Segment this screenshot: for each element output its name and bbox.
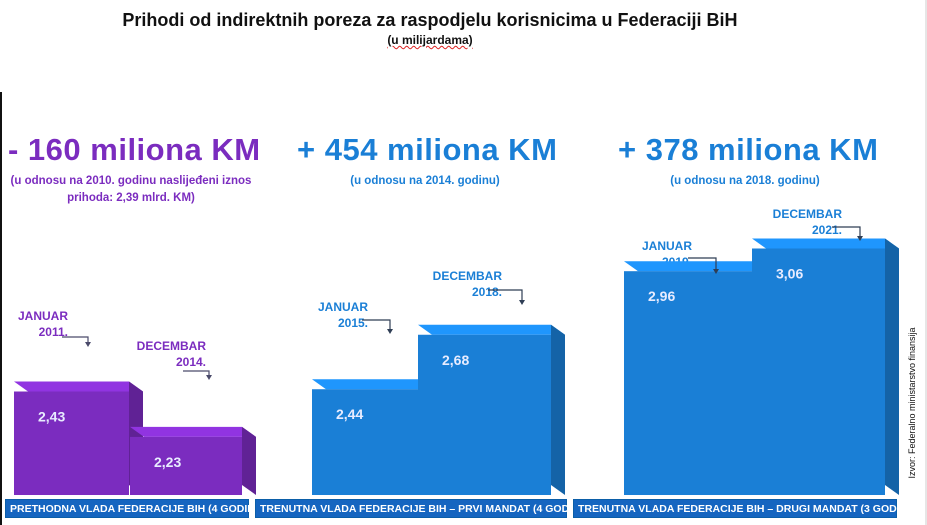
bar-front-face xyxy=(312,389,434,495)
bar: 2,96 xyxy=(624,261,768,495)
bar-top-face xyxy=(312,379,448,390)
label-month: DECEMBAR xyxy=(136,339,206,353)
footer-prev-government: PRETHODNA VLADA FEDERACIJE BIH (4 GODINE… xyxy=(5,499,265,518)
bar-front-face xyxy=(130,436,242,495)
pointer-line xyxy=(183,370,210,376)
label-month: JANUAR xyxy=(641,239,692,253)
headline-second-mandate: + 378 miliona KM xyxy=(618,132,879,167)
bar-value-label: 2,44 xyxy=(336,406,363,422)
note-line: (u odnosu na 2010. godinu naslijeđeni iz… xyxy=(10,175,252,187)
chart-title: Prihodi od indirektnih poreza za raspodj… xyxy=(122,10,738,30)
label-december-2014: DECEMBAR 2014. xyxy=(130,338,206,370)
bar-top-face xyxy=(418,324,565,335)
note-line: (u odnosu na 2018. godinu) xyxy=(670,175,820,187)
note-line: prihoda: 2,39 mlrd. KM) xyxy=(67,191,195,204)
bar-top-face xyxy=(14,381,143,392)
note-prev-government: (u odnosu na 2010. godinu naslijeđeni iz… xyxy=(0,173,262,206)
label-january-2015: JANUAR 2015. xyxy=(300,299,368,331)
label-month: JANUAR xyxy=(17,309,68,323)
bar-front-face xyxy=(14,391,129,495)
label-month: DECEMBAR xyxy=(432,269,502,283)
frame-right-line xyxy=(925,0,927,525)
note-line: (u odnosu na 2014. godinu) xyxy=(350,175,500,187)
pointer-line xyxy=(688,257,717,270)
bar: 2,23 xyxy=(130,426,256,495)
chart-subtitle: (u milijardama) xyxy=(387,33,473,47)
bar: 3,06 xyxy=(752,238,899,496)
bar-side-face xyxy=(242,426,256,495)
label-december-2018: DECEMBAR 2018. xyxy=(426,268,502,300)
bar-side-face xyxy=(885,238,899,496)
headline-prev-government: - 160 miliona KM xyxy=(8,132,261,167)
bar-front-face xyxy=(624,271,754,495)
pointer-line xyxy=(488,289,523,301)
label-year: 2018. xyxy=(471,285,502,300)
pointer-arrowhead xyxy=(519,300,525,305)
bar-value-label: 2,96 xyxy=(648,288,675,304)
bar: 2,44 xyxy=(312,379,448,495)
bar-front-face xyxy=(752,248,885,495)
bar-value-label: 2,23 xyxy=(154,454,181,470)
note-first-mandate: (u odnosu na 2014. godinu) xyxy=(300,173,550,190)
bar: 2,43 xyxy=(14,381,143,495)
note-second-mandate: (u odnosu na 2018. godinu) xyxy=(620,173,870,190)
label-year: 2015. xyxy=(337,316,368,331)
headline-first-mandate: + 454 miliona KM xyxy=(297,132,558,167)
pointer-arrowhead xyxy=(387,329,393,334)
footer-first-mandate: TRENUTNA VLADA FEDERACIJE BIH – PRVI MAN… xyxy=(255,499,590,518)
label-year: 2011. xyxy=(38,325,68,340)
pointer-arrowhead xyxy=(85,342,91,347)
bar: 2,68 xyxy=(418,324,565,495)
bar-value-label: 2,43 xyxy=(38,409,65,425)
pointer-arrowhead xyxy=(713,269,719,274)
bar-top-face xyxy=(130,426,256,437)
pointer-line xyxy=(62,336,89,343)
label-month: DECEMBAR xyxy=(772,207,842,221)
pointer-line xyxy=(832,226,861,237)
bar-top-face xyxy=(624,261,768,272)
pointer-arrowhead xyxy=(206,375,212,380)
frame-left-line xyxy=(0,92,2,525)
bar-top-face xyxy=(752,238,899,249)
pointer-arrowhead xyxy=(857,236,863,241)
bar-front-face xyxy=(418,334,551,495)
pointer-line xyxy=(362,319,391,330)
footer-second-mandate: TRENUTNA VLADA FEDERACIJE BIH – DRUGI MA… xyxy=(573,499,918,518)
label-january-2011: JANUAR 2011. xyxy=(10,308,68,340)
label-month: JANUAR xyxy=(317,300,368,314)
bar-side-face xyxy=(551,324,565,495)
label-year: 2014. xyxy=(175,355,206,370)
bar-value-label: 3,06 xyxy=(776,265,803,281)
bar-value-label: 2,68 xyxy=(442,352,469,368)
